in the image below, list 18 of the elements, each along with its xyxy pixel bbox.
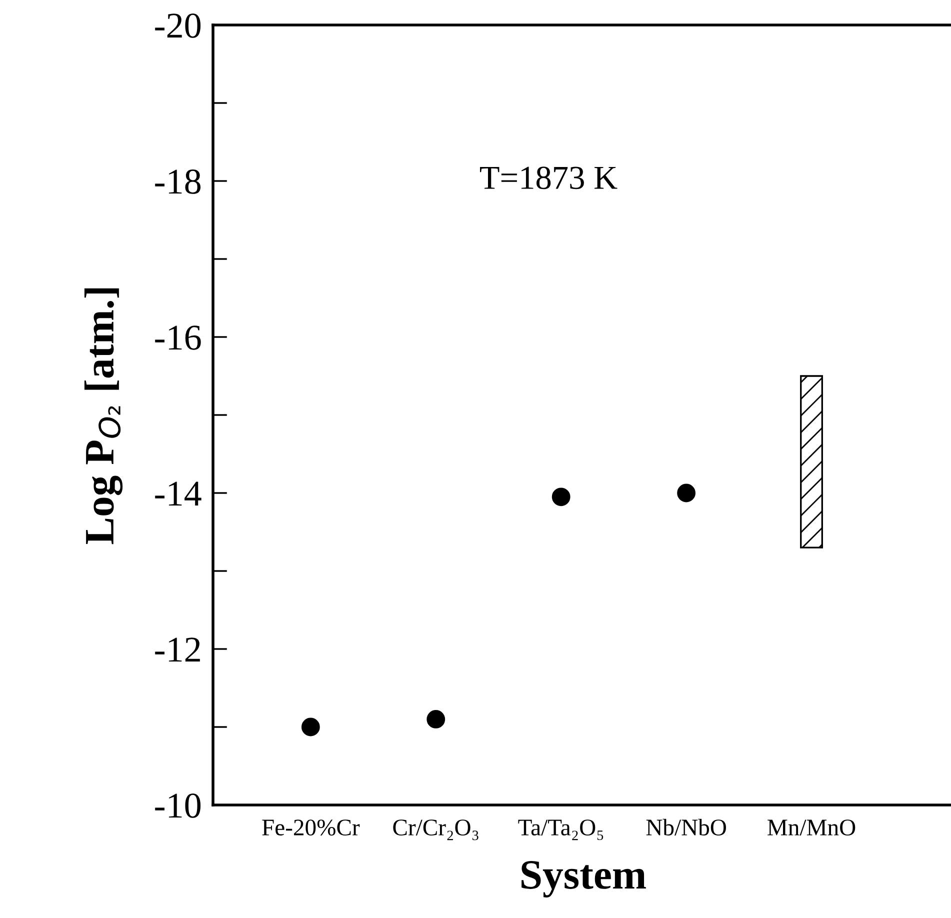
x-tick-label: Cr/Cr₂O₃ <box>393 820 478 840</box>
point <box>677 484 696 502</box>
x-tick-label: Nb/NbO <box>646 818 726 836</box>
point <box>301 718 320 736</box>
y-tick-label: -12 <box>155 638 200 662</box>
x-tick-label: Mn/MnO <box>768 820 856 836</box>
y-tick-label: -14 <box>155 482 202 506</box>
y-tick-label: -18 <box>155 170 201 194</box>
y-tick-label: -20 <box>155 14 201 38</box>
y-axis-title: Log P$_{O₂}$ [atm.] <box>84 288 123 544</box>
y-tick-label: -16 <box>155 326 201 350</box>
x-axis-title: System <box>522 860 646 898</box>
x-tick-label: Fe-20%Cr <box>262 820 360 836</box>
annotation: T=1873 K <box>480 166 618 190</box>
x-tick-label: Ta/Ta₂O₅ <box>518 820 604 840</box>
y-tick-label: -10 <box>155 794 201 818</box>
point <box>426 710 446 728</box>
point <box>552 488 570 506</box>
